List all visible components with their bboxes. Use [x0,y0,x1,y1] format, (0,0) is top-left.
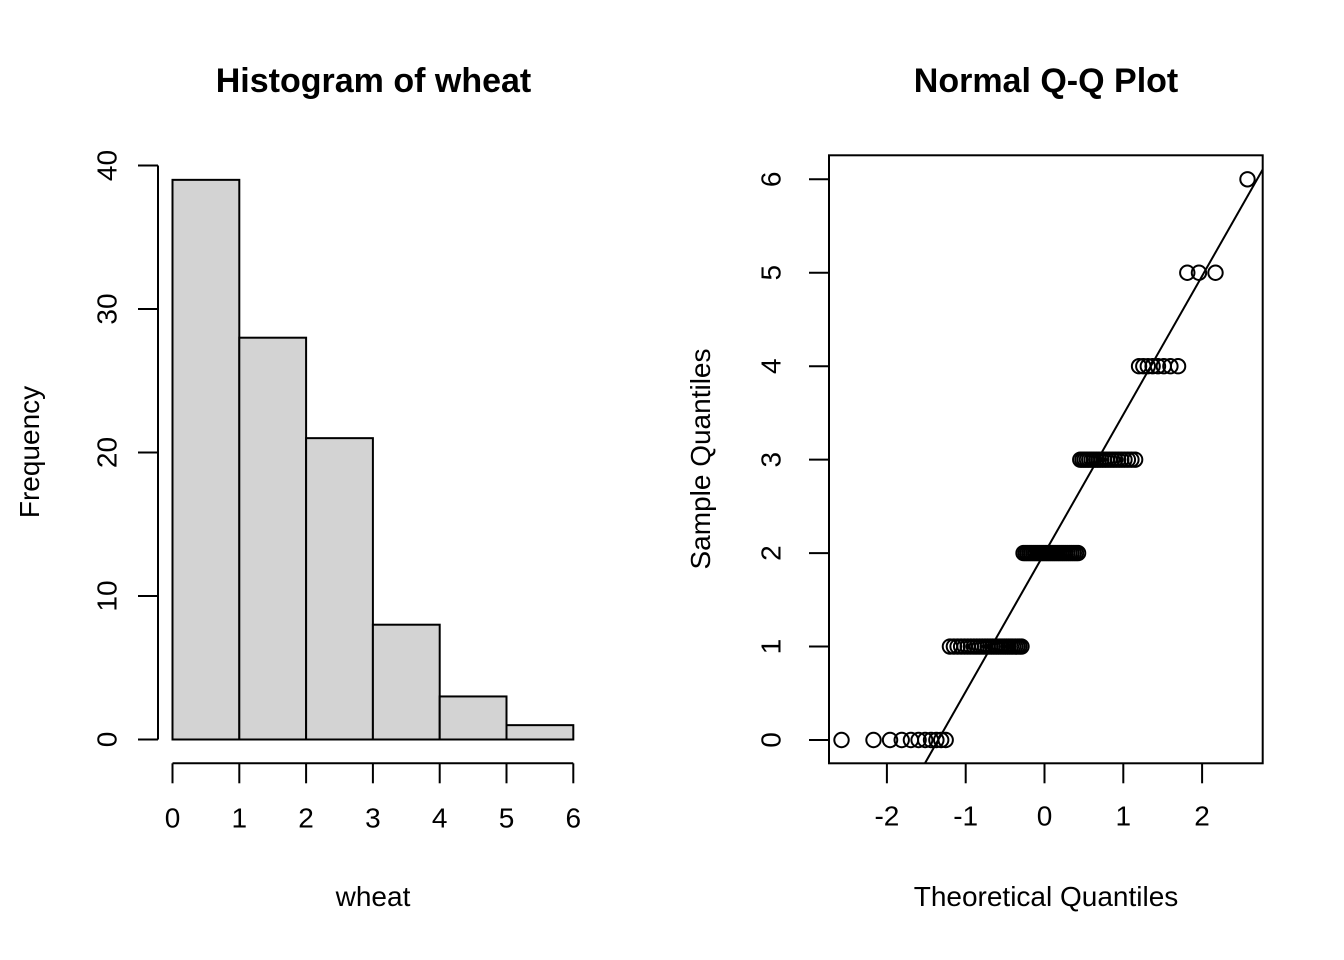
qq-title: Normal Q-Q Plot [913,62,1179,100]
qq-x-tick-label: -2 [874,801,899,832]
qq-point [1144,358,1161,375]
histogram-bar [305,437,374,741]
qq-point [865,731,882,749]
qq-point [1069,544,1087,562]
qq-y-tick-label: 0 [756,732,787,748]
qq-y-tick-label: 6 [756,172,787,188]
histogram-x-tick-label: 6 [566,803,582,834]
qq-y-tick-label: 3 [756,452,787,468]
qq-point [1179,264,1196,281]
qq-point [1169,358,1187,375]
qq-y-tick-label: 4 [756,358,787,374]
qq-xlabel: Theoretical Quantiles [913,881,1179,912]
histogram-bar [438,695,508,741]
histogram-x-tick-label: 2 [298,803,314,834]
qq-point [1207,264,1224,281]
histogram-ylabel: Frequency [14,385,45,519]
histogram-y-tick-label: 20 [92,437,123,468]
histogram-xlabel: wheat [335,881,411,912]
qq-point [1239,171,1256,188]
qq-point [1013,638,1030,655]
qq-point [928,731,945,749]
histogram-x-tick-label: 1 [232,803,248,834]
histogram-bar [371,623,441,741]
histogram-x-tick-label: 0 [165,803,181,834]
histogram-x-tick-label: 4 [432,803,448,834]
histogram-bar [505,724,575,741]
histogram-bar [171,178,241,741]
histogram-bar [238,336,308,741]
qq-x-tick-label: 2 [1194,801,1210,832]
qq-ylabel: Sample Quantiles [685,348,716,570]
qq-point [1126,451,1144,468]
histogram-title: Histogram of wheat [215,62,532,100]
qq-x-tick-label: 1 [1116,801,1132,832]
qq-point [910,731,927,749]
qq-point [1162,358,1179,375]
qq-plot-box [828,154,1264,765]
qq-point [881,731,899,749]
qq-point [893,731,910,749]
qq-point [916,731,934,749]
histogram-y-tick-label: 0 [92,732,123,748]
histogram-x-tick-label: 5 [499,803,515,834]
qq-y-tick-label: 2 [756,545,787,561]
histogram-y-tick-label: 10 [92,580,123,611]
qq-x-tick-label: -1 [953,801,978,832]
histogram-y-tick-label: 30 [92,293,123,324]
qq-x-tick-label: 0 [1037,801,1053,832]
histogram-y-tick-label: 40 [92,150,123,181]
qq-y-tick-label: 5 [756,265,787,281]
histogram-x-tick-label: 3 [365,803,381,834]
qq-reference-line [924,168,1264,764]
qq-point [833,731,850,749]
qq-y-tick-label: 1 [756,639,787,655]
